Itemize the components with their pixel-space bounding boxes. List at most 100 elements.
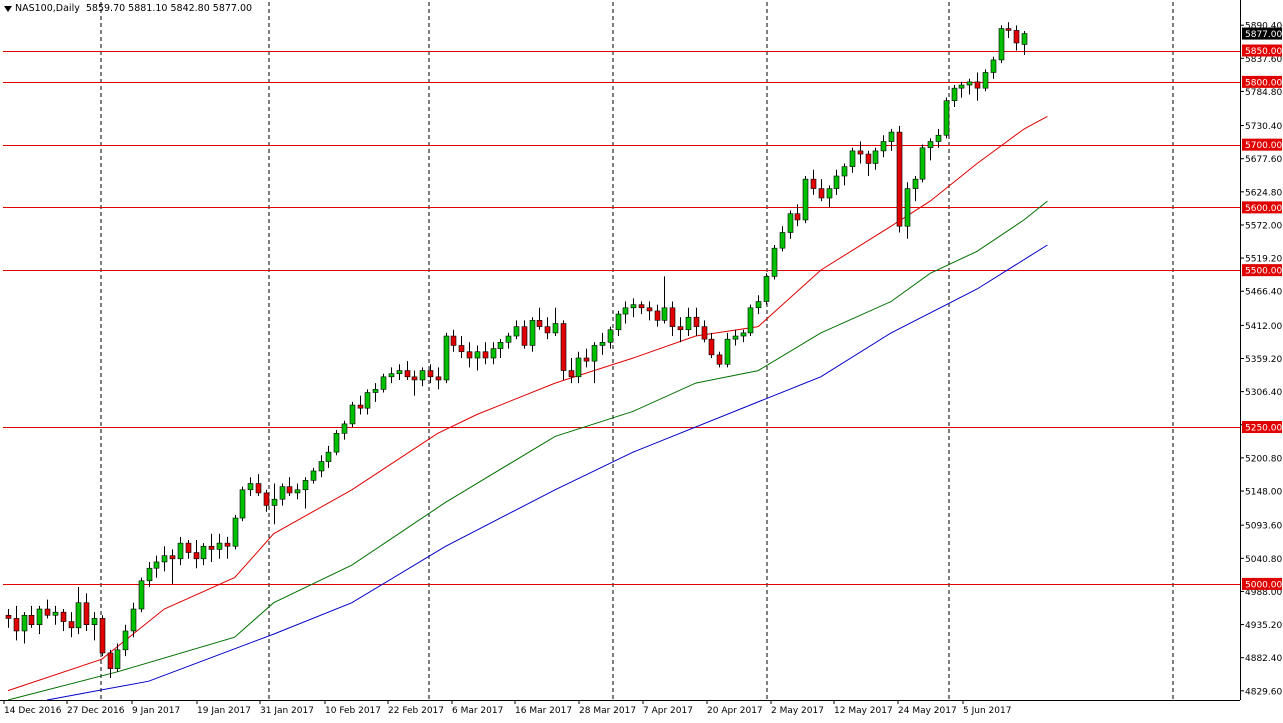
candle-93 — [732, 329, 739, 346]
y-tick-label-19: 4882.40 — [1245, 654, 1282, 664]
candle-body — [646, 307, 653, 312]
candle-19 — [153, 555, 160, 578]
candle-body — [513, 326, 520, 337]
candle-body — [349, 404, 356, 425]
candle-49 — [388, 367, 395, 384]
candle-65 — [513, 320, 520, 340]
candle-body — [607, 329, 614, 343]
candle-42 — [333, 430, 340, 456]
candle-79 — [622, 301, 629, 324]
candle-36 — [286, 477, 293, 497]
candle-1 — [13, 605, 20, 641]
candle-body — [310, 470, 317, 481]
candle-body — [302, 480, 309, 491]
candle-105 — [826, 185, 833, 208]
candle-body — [419, 370, 426, 381]
candle-91 — [716, 351, 723, 368]
candle-body — [239, 489, 246, 519]
candle-body — [263, 492, 270, 506]
level-price-label-6: 5000.00 — [1245, 580, 1282, 590]
candle-27 — [216, 533, 223, 559]
candle-body — [435, 376, 442, 381]
candle-body — [974, 81, 981, 89]
level-label-bg-6 — [1242, 577, 1282, 590]
candle-16 — [130, 602, 137, 638]
candle-46 — [364, 389, 371, 415]
candle-84 — [661, 276, 668, 324]
candle-80 — [630, 298, 637, 318]
level-label-bg-0 — [1242, 44, 1282, 57]
chart-header: NAS100,Daily 5859.70 5881.10 5842.80 587… — [4, 3, 252, 14]
candle-body — [247, 483, 254, 491]
candle-body — [685, 316, 692, 331]
candle-112 — [880, 135, 887, 158]
y-tick-label-14: 5148.00 — [1245, 488, 1282, 498]
candle-body — [466, 351, 473, 359]
x-tick-label-5: 10 Feb 2017 — [325, 706, 381, 716]
candle-86 — [677, 317, 684, 343]
y-tick-label-15: 5093.60 — [1245, 522, 1282, 532]
candle-83 — [654, 304, 661, 327]
candle-body — [818, 188, 825, 199]
x-tick-label-6: 22 Feb 2017 — [388, 706, 444, 716]
candle-body — [318, 461, 325, 472]
candle-90 — [708, 332, 715, 358]
candle-39 — [310, 467, 317, 484]
candle-37 — [294, 483, 301, 500]
candle-body — [857, 150, 864, 155]
grid-lines — [100, 2, 1174, 700]
y-tick-label-8: 5466.40 — [1245, 288, 1282, 298]
candle-body — [169, 555, 176, 560]
symbol-label: NAS100,Daily — [15, 3, 80, 14]
candle-body — [325, 451, 332, 462]
candle-33 — [263, 489, 270, 512]
collapse-triangle-icon[interactable] — [4, 5, 12, 12]
candle-body — [544, 326, 551, 334]
moving-average-green — [7, 200, 1048, 701]
candle-body — [568, 370, 575, 378]
x-tick-label-15: 5 Jun 2017 — [963, 706, 1011, 716]
level-label-bg-3 — [1242, 201, 1282, 214]
candle-body — [841, 166, 848, 177]
x-tick-label-4: 31 Jan 2017 — [260, 706, 314, 716]
candle-30 — [239, 486, 246, 522]
candle-0 — [5, 609, 12, 628]
candle-body — [396, 370, 403, 374]
candle-58 — [458, 336, 465, 358]
candle-124 — [974, 72, 981, 101]
candle-body — [153, 561, 160, 569]
candle-60 — [474, 345, 481, 371]
candle-45 — [357, 395, 364, 415]
y-tick-label-6: 5572.00 — [1245, 221, 1282, 231]
candle-14 — [114, 643, 121, 672]
candle-body — [740, 332, 747, 337]
candle-body — [622, 307, 629, 315]
candle-body — [99, 618, 106, 654]
candle-102 — [802, 176, 809, 224]
candle-body — [779, 232, 786, 249]
candle-111 — [872, 147, 879, 170]
candle-18 — [146, 561, 153, 588]
candle-body — [490, 348, 497, 359]
candle-body — [1021, 33, 1028, 45]
candle-body — [575, 357, 582, 378]
candle-body — [60, 611, 67, 622]
candle-body — [52, 611, 59, 616]
x-tick-label-10: 7 Apr 2017 — [643, 706, 693, 716]
candle-118 — [927, 138, 934, 161]
candle-body — [279, 486, 286, 500]
x-tick-label-3: 19 Jan 2017 — [197, 706, 251, 716]
candle-body — [364, 392, 371, 409]
candle-body — [661, 307, 668, 321]
candle-123 — [966, 78, 973, 95]
candle-body — [388, 373, 395, 378]
candle-body — [427, 370, 434, 378]
level-price-label-2: 5700.00 — [1245, 141, 1282, 151]
candle-body — [28, 614, 35, 625]
candle-32 — [255, 474, 262, 497]
candle-body — [482, 351, 489, 359]
candle-59 — [466, 342, 473, 368]
candle-15 — [122, 624, 129, 657]
